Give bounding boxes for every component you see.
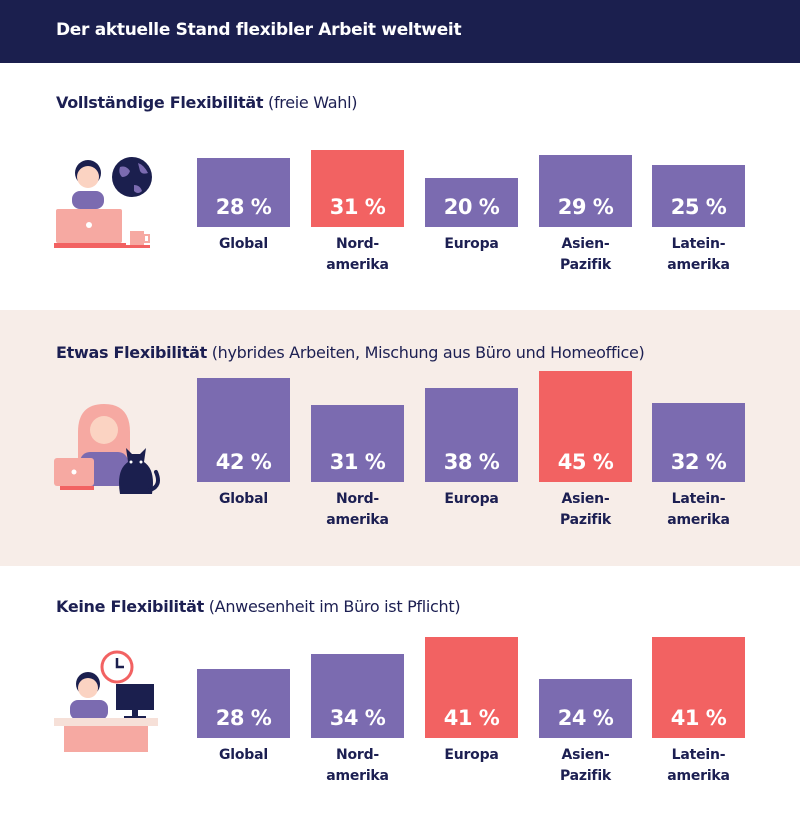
section-title-bold: Keine Flexibilität <box>56 597 204 616</box>
section-some-flexibility: Etwas Flexibilität (hybrides Arbeiten, M… <box>0 310 800 566</box>
bar: 29 % <box>539 155 632 227</box>
bar-value-label: 31 % <box>329 195 386 219</box>
bar-value-label: 24 % <box>557 706 614 730</box>
bar-value-label: 41 % <box>670 706 727 730</box>
category-label: Nord- amerika <box>326 236 389 273</box>
person-laptop-cat-icon <box>54 404 160 494</box>
category-label: Asien- Pazifik <box>559 236 612 273</box>
bar: 32 % <box>652 403 745 482</box>
category-label: Global <box>219 236 268 252</box>
header-banner: Der aktuelle Stand flexibler Arbeit welt… <box>0 0 800 63</box>
bar: 45 % <box>539 371 632 482</box>
category-label: Asien- Pazifik <box>559 747 612 784</box>
bar-value-label: 31 % <box>329 450 386 474</box>
bar: 38 % <box>425 388 518 482</box>
bar: 41 % <box>652 637 745 738</box>
bar-value-label: 28 % <box>215 706 272 730</box>
category-label: Latein- amerika <box>667 236 730 273</box>
bar-value-label: 42 % <box>215 450 272 474</box>
section-no-flexibility: Keine Flexibilität (Anwesenheit im Büro … <box>0 566 800 820</box>
category-label: Asien- Pazifik <box>559 491 612 528</box>
bar-value-label: 29 % <box>557 195 614 219</box>
category-label: Global <box>219 747 268 763</box>
bar-value-label: 28 % <box>215 195 272 219</box>
section-title: Etwas Flexibilität (hybrides Arbeiten, M… <box>56 343 645 362</box>
category-label: Nord- amerika <box>326 491 389 528</box>
bar-value-label: 20 % <box>443 195 500 219</box>
section-full-flexibility: Vollständige Flexibilität (freie Wahl) 2… <box>0 63 800 310</box>
bar: 31 % <box>311 150 404 227</box>
category-label: Latein- amerika <box>667 491 730 528</box>
category-label: Global <box>219 491 268 507</box>
bar: 28 % <box>197 669 290 738</box>
bar: 28 % <box>197 158 290 227</box>
bar: 25 % <box>652 165 745 227</box>
person-office-clock-icon <box>54 650 158 752</box>
section-title-bold: Etwas Flexibilität <box>56 343 207 362</box>
section-title-bold: Vollständige Flexibilität <box>56 93 264 112</box>
bar: 31 % <box>311 405 404 482</box>
bar-value-label: 34 % <box>329 706 386 730</box>
category-label: Europa <box>444 491 499 507</box>
bar: 41 % <box>425 637 518 738</box>
bar: 20 % <box>425 178 518 227</box>
bar: 34 % <box>311 654 404 738</box>
bar-value-label: 32 % <box>670 450 727 474</box>
category-label: Nord- amerika <box>326 747 389 784</box>
section-title-rest: (freie Wahl) <box>268 93 358 112</box>
category-label: Europa <box>444 236 499 252</box>
section-title-rest: (hybrides Arbeiten, Mischung aus Büro un… <box>211 343 645 362</box>
section-title-rest: (Anwesenheit im Büro ist Pflicht) <box>208 597 461 616</box>
bar-value-label: 41 % <box>443 706 500 730</box>
person-laptop-globe-icon <box>54 157 152 248</box>
bar: 24 % <box>539 679 632 738</box>
bar-value-label: 25 % <box>670 195 727 219</box>
section-title: Vollständige Flexibilität (freie Wahl) <box>56 93 357 112</box>
category-label: Europa <box>444 747 499 763</box>
bar-value-label: 45 % <box>557 450 614 474</box>
bar: 42 % <box>197 378 290 482</box>
bar-value-label: 38 % <box>443 450 500 474</box>
section-title: Keine Flexibilität (Anwesenheit im Büro … <box>56 597 461 616</box>
category-label: Latein- amerika <box>667 747 730 784</box>
page-title: Der aktuelle Stand flexibler Arbeit welt… <box>56 20 462 40</box>
